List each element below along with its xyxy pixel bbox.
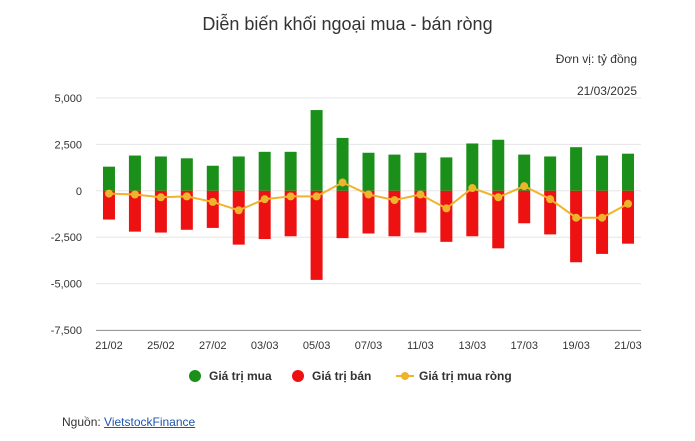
y-tick-label: -7,500 — [51, 325, 82, 337]
unit-label: Đơn vị: tỷ đồng — [555, 52, 637, 66]
sell-bar — [258, 190, 271, 240]
bars — [102, 110, 635, 280]
legend: Giá trị mua Giá trị bán Giá trị mua ròng — [189, 369, 512, 383]
net-point — [234, 206, 243, 215]
y-axis-ticks: 5,000 2,500 0 -2,500 -5,000 -7,500 — [51, 93, 82, 337]
buy-bar — [440, 157, 453, 191]
net-point — [156, 193, 165, 202]
net-point — [624, 199, 633, 208]
chart-title: Diễn biến khối ngoại mua - bán ròng — [202, 14, 493, 34]
buy-bar — [492, 139, 505, 191]
sell-bar — [180, 190, 193, 230]
x-tick-label: 03/03 — [251, 340, 279, 352]
net-point — [312, 192, 321, 201]
legend-marker — [401, 372, 409, 380]
net-point — [286, 192, 295, 201]
y-tick-label: -2,500 — [51, 232, 82, 244]
x-tick-label: 21/02 — [95, 340, 123, 352]
net-point — [598, 213, 607, 222]
net-point — [208, 197, 217, 206]
x-tick-label: 19/03 — [562, 340, 590, 352]
gridlines — [96, 97, 641, 331]
legend-label: Giá trị mua — [209, 369, 272, 383]
sell-bar — [492, 190, 505, 249]
x-tick-label: 21/03 — [614, 340, 642, 352]
sell-bar — [466, 190, 479, 237]
date-label: 21/03/2025 — [576, 84, 637, 98]
buy-bar — [336, 137, 349, 191]
source-label: Nguồn: — [62, 415, 101, 429]
sell-bar — [206, 190, 219, 228]
sell-bar — [154, 190, 167, 233]
buy-bar — [284, 151, 297, 191]
net-point — [546, 195, 555, 204]
buy-bar — [180, 158, 193, 191]
sell-bar — [232, 190, 245, 245]
source-link[interactable]: VietstockFinance — [104, 415, 196, 429]
net-point — [338, 178, 347, 187]
buy-bar — [128, 155, 141, 191]
legend-label: Giá trị mua ròng — [419, 369, 512, 383]
legend-marker — [189, 370, 201, 382]
buy-bar — [544, 156, 557, 191]
buy-bar — [570, 147, 583, 191]
x-tick-label: 27/02 — [199, 340, 227, 352]
x-tick-label: 07/03 — [355, 340, 383, 352]
sell-bar — [414, 190, 427, 233]
x-tick-label: 05/03 — [303, 340, 331, 352]
x-tick-label: 11/03 — [407, 340, 434, 352]
source: Nguồn: VietstockFinance — [62, 415, 195, 429]
buy-bar — [206, 165, 219, 191]
buy-bar — [310, 110, 323, 191]
sell-bar — [570, 190, 583, 263]
buy-bar — [466, 143, 479, 191]
buy-bar — [232, 156, 245, 191]
sell-bar — [518, 190, 531, 224]
net-point — [364, 190, 373, 199]
net-point — [468, 184, 477, 193]
sell-bar — [622, 190, 635, 244]
buy-bar — [102, 166, 115, 191]
net-point — [390, 196, 399, 205]
sell-bar — [362, 190, 375, 234]
legend-label: Giá trị bán — [312, 369, 371, 383]
sell-bar — [440, 190, 453, 242]
net-point — [182, 192, 191, 201]
y-tick-label: 0 — [76, 186, 82, 198]
x-axis-ticks: 21/02 25/02 27/02 03/03 05/03 07/03 11/03 13/03… — [95, 340, 642, 352]
y-tick-label: 2,500 — [54, 139, 82, 151]
buy-bar — [622, 153, 635, 191]
sell-bar — [102, 190, 115, 220]
net-point — [572, 213, 581, 222]
buy-bar — [258, 151, 271, 191]
y-tick-label: -5,000 — [51, 279, 82, 291]
legend-marker — [292, 370, 304, 382]
net-point — [104, 189, 113, 198]
x-tick-label: 25/02 — [147, 340, 175, 352]
buy-bar — [414, 152, 427, 191]
x-tick-label: 13/03 — [459, 340, 487, 352]
net-point — [494, 193, 503, 202]
sell-bar — [284, 190, 297, 237]
sell-bar — [310, 190, 323, 280]
buy-bar — [518, 154, 531, 191]
buy-bar — [154, 156, 167, 191]
buy-bar — [596, 155, 609, 191]
x-tick-label: 17/03 — [510, 340, 538, 352]
net-point — [260, 195, 269, 204]
net-point — [520, 182, 529, 191]
sell-bar — [128, 190, 141, 232]
buy-bar — [388, 154, 401, 191]
sell-bar — [336, 190, 349, 239]
net-point — [416, 190, 425, 199]
sell-bar — [596, 190, 609, 254]
net-line — [104, 178, 633, 222]
net-point — [130, 190, 139, 199]
buy-bar — [362, 152, 375, 191]
y-tick-label: 5,000 — [54, 93, 82, 105]
net-point — [442, 204, 451, 213]
